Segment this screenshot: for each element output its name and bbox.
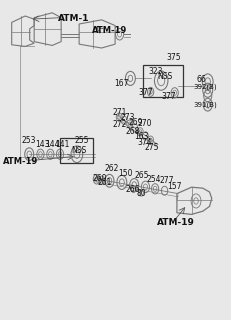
Text: 374: 374 xyxy=(137,138,151,147)
Text: 143: 143 xyxy=(35,140,49,149)
Text: 262: 262 xyxy=(104,164,119,173)
Text: ATM-19: ATM-19 xyxy=(91,26,127,35)
Text: 377: 377 xyxy=(137,88,152,97)
Text: 163: 163 xyxy=(133,132,148,141)
Text: 391(B): 391(B) xyxy=(192,102,216,108)
Text: 266: 266 xyxy=(125,185,140,194)
Text: 253: 253 xyxy=(21,136,36,145)
Text: 260: 260 xyxy=(92,174,106,183)
Text: ATM-1: ATM-1 xyxy=(58,14,89,23)
Text: 66: 66 xyxy=(196,75,206,84)
Text: 269: 269 xyxy=(128,118,142,127)
Text: 261: 261 xyxy=(97,178,112,187)
Text: NSS: NSS xyxy=(71,146,86,155)
Text: NSS: NSS xyxy=(156,72,171,81)
Text: 265: 265 xyxy=(134,171,149,180)
Text: 273: 273 xyxy=(120,113,134,122)
Text: 392(B): 392(B) xyxy=(192,83,216,90)
Text: ATM-19: ATM-19 xyxy=(156,218,194,227)
Text: 275: 275 xyxy=(144,143,159,152)
Text: 144: 144 xyxy=(45,140,59,149)
Text: 255: 255 xyxy=(74,136,88,145)
Text: 157: 157 xyxy=(166,182,180,191)
Text: 375: 375 xyxy=(166,53,180,62)
Text: 167: 167 xyxy=(114,79,128,88)
Text: 277: 277 xyxy=(159,176,173,185)
Text: 141: 141 xyxy=(55,140,69,149)
Text: 254: 254 xyxy=(146,175,160,184)
Text: 268: 268 xyxy=(125,127,139,136)
Bar xyxy=(143,65,182,97)
Text: 323: 323 xyxy=(148,67,162,76)
Text: 150: 150 xyxy=(118,169,133,178)
Text: 377: 377 xyxy=(161,92,176,100)
Text: ATM-19: ATM-19 xyxy=(3,157,38,166)
Text: 80: 80 xyxy=(136,189,145,198)
Text: 272: 272 xyxy=(112,120,126,129)
Text: 270: 270 xyxy=(137,119,151,128)
Text: 271: 271 xyxy=(112,108,126,117)
Bar xyxy=(60,138,93,163)
